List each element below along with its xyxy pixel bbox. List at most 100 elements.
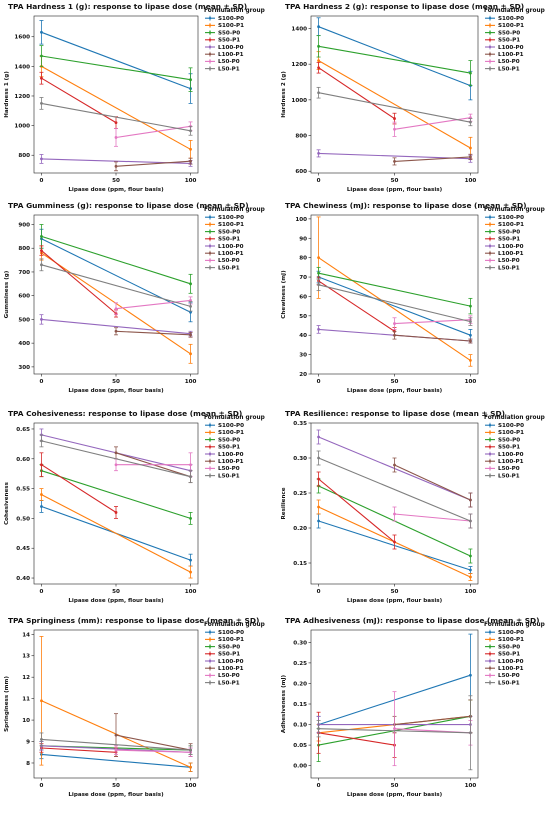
y-axis-label: Adhesiveness (mJ) [281, 674, 287, 733]
series-l50-p1 [316, 450, 473, 529]
series-line [318, 457, 471, 522]
legend-entry: S100-P1 [218, 23, 244, 29]
legend-swatch-marker [488, 216, 492, 219]
data-point [40, 263, 43, 267]
chart-panel: TPA Gumminess (g): response to lipase do… [4, 201, 265, 394]
data-point [189, 748, 192, 752]
legend-swatch-marker [488, 266, 492, 269]
data-point [114, 451, 118, 455]
series-line [394, 513, 471, 522]
data-point [317, 91, 320, 95]
legend-entry: S50-P1 [498, 38, 520, 44]
data-point [469, 575, 472, 579]
data-point [317, 25, 320, 29]
legend-swatch-marker [208, 445, 212, 448]
legend-swatch-marker [208, 431, 212, 434]
series-line [115, 299, 191, 310]
legend-entry: L50-P0 [218, 258, 240, 264]
x-axis-label: Lipase dose (ppm, flour basis) [68, 792, 164, 798]
data-point [189, 78, 192, 82]
legend-swatch-marker [488, 431, 492, 434]
chart-panel: TPA Springiness (mm): response to lipase… [4, 616, 265, 798]
legend-entry: S50-P0 [218, 229, 240, 235]
series-line [41, 77, 117, 124]
series-s100-p1 [39, 488, 193, 579]
x-tick-label: 50 [391, 589, 399, 595]
y-tick-label: 100 [295, 217, 307, 223]
y-tick-label: 20 [299, 372, 307, 378]
legend-swatch-marker [208, 60, 212, 63]
series-l100-p1 [114, 327, 193, 338]
y-tick-label: 600 [18, 294, 30, 300]
legend-entry: L50-P0 [498, 673, 520, 679]
y-tick-label: 0.05 [293, 743, 307, 749]
data-point [469, 146, 472, 150]
x-tick-label: 0 [317, 379, 321, 385]
legend-swatch-marker [488, 631, 492, 634]
x-tick-label: 50 [112, 379, 120, 385]
legend-entry: L100-P0 [498, 659, 524, 665]
plot-frame [310, 15, 479, 174]
series-line [318, 732, 395, 746]
data-point [40, 699, 43, 703]
legend-swatch-marker [488, 452, 492, 456]
series-line [41, 31, 191, 90]
series-line [318, 26, 471, 87]
y-tick-label: 10 [22, 718, 30, 724]
series-line [394, 156, 471, 162]
data-point [317, 59, 320, 63]
legend-swatch-marker [488, 31, 492, 34]
series-s50-p1 [316, 276, 397, 336]
y-tick-label: 900 [18, 222, 30, 228]
y-axis-label: Hardness 1 (g) [4, 71, 10, 118]
data-point [40, 463, 43, 467]
legend-swatch-marker [488, 460, 492, 463]
legend-swatch-marker [208, 659, 212, 663]
legend-entry: S50-P0 [218, 30, 240, 36]
chart-panel: TPA Hardness 1 (g): response to lipase d… [4, 2, 265, 193]
data-point [393, 117, 396, 120]
y-tick-label: 90 [299, 236, 307, 242]
legend-swatch-marker [208, 681, 212, 684]
x-tick-label: 0 [40, 589, 44, 595]
data-point [40, 318, 43, 321]
data-point [40, 737, 43, 741]
series-line [394, 464, 471, 501]
legend-entry: S100-P0 [218, 423, 244, 429]
data-point [393, 127, 396, 131]
data-point [469, 731, 472, 735]
legend-title: Formulation group [204, 207, 265, 213]
legend-entry: S50-P1 [498, 237, 520, 243]
x-tick-label: 100 [185, 379, 197, 385]
series-line [115, 749, 191, 753]
series-l50-p0 [114, 121, 193, 147]
series-line [394, 715, 471, 726]
y-tick-label: 400 [18, 341, 30, 347]
data-point [393, 322, 396, 325]
series-s50-p0 [316, 266, 473, 315]
x-axis-label: Lipase dose (ppm, flour basis) [347, 187, 443, 193]
chart-panel: TPA Adhesiveness (mJ): response to lipas… [281, 616, 545, 798]
data-point [393, 160, 396, 163]
data-point [40, 234, 43, 238]
legend-swatch-marker [488, 244, 492, 248]
y-tick-label: 11 [22, 697, 30, 703]
legend-swatch-marker [208, 424, 212, 427]
series-l50-p1 [39, 732, 193, 755]
legend-swatch-marker [488, 237, 492, 240]
chart-title: TPA Hardness 2 (g): response to lipase d… [285, 2, 524, 11]
legend-entry: S100-P0 [498, 215, 524, 221]
series-line [318, 276, 471, 336]
data-point [40, 157, 43, 161]
series-line [41, 464, 117, 513]
data-point [317, 519, 320, 523]
legend-entry: S100-P1 [498, 23, 524, 29]
data-point [189, 333, 192, 337]
data-point [40, 493, 43, 496]
chart-title: TPA Chewiness (mJ): response to lipase d… [285, 201, 527, 210]
legend-entry: L50-P0 [498, 466, 520, 472]
y-tick-label: 14 [22, 632, 30, 638]
data-point [40, 76, 43, 80]
y-tick-label: 70 [299, 275, 307, 281]
